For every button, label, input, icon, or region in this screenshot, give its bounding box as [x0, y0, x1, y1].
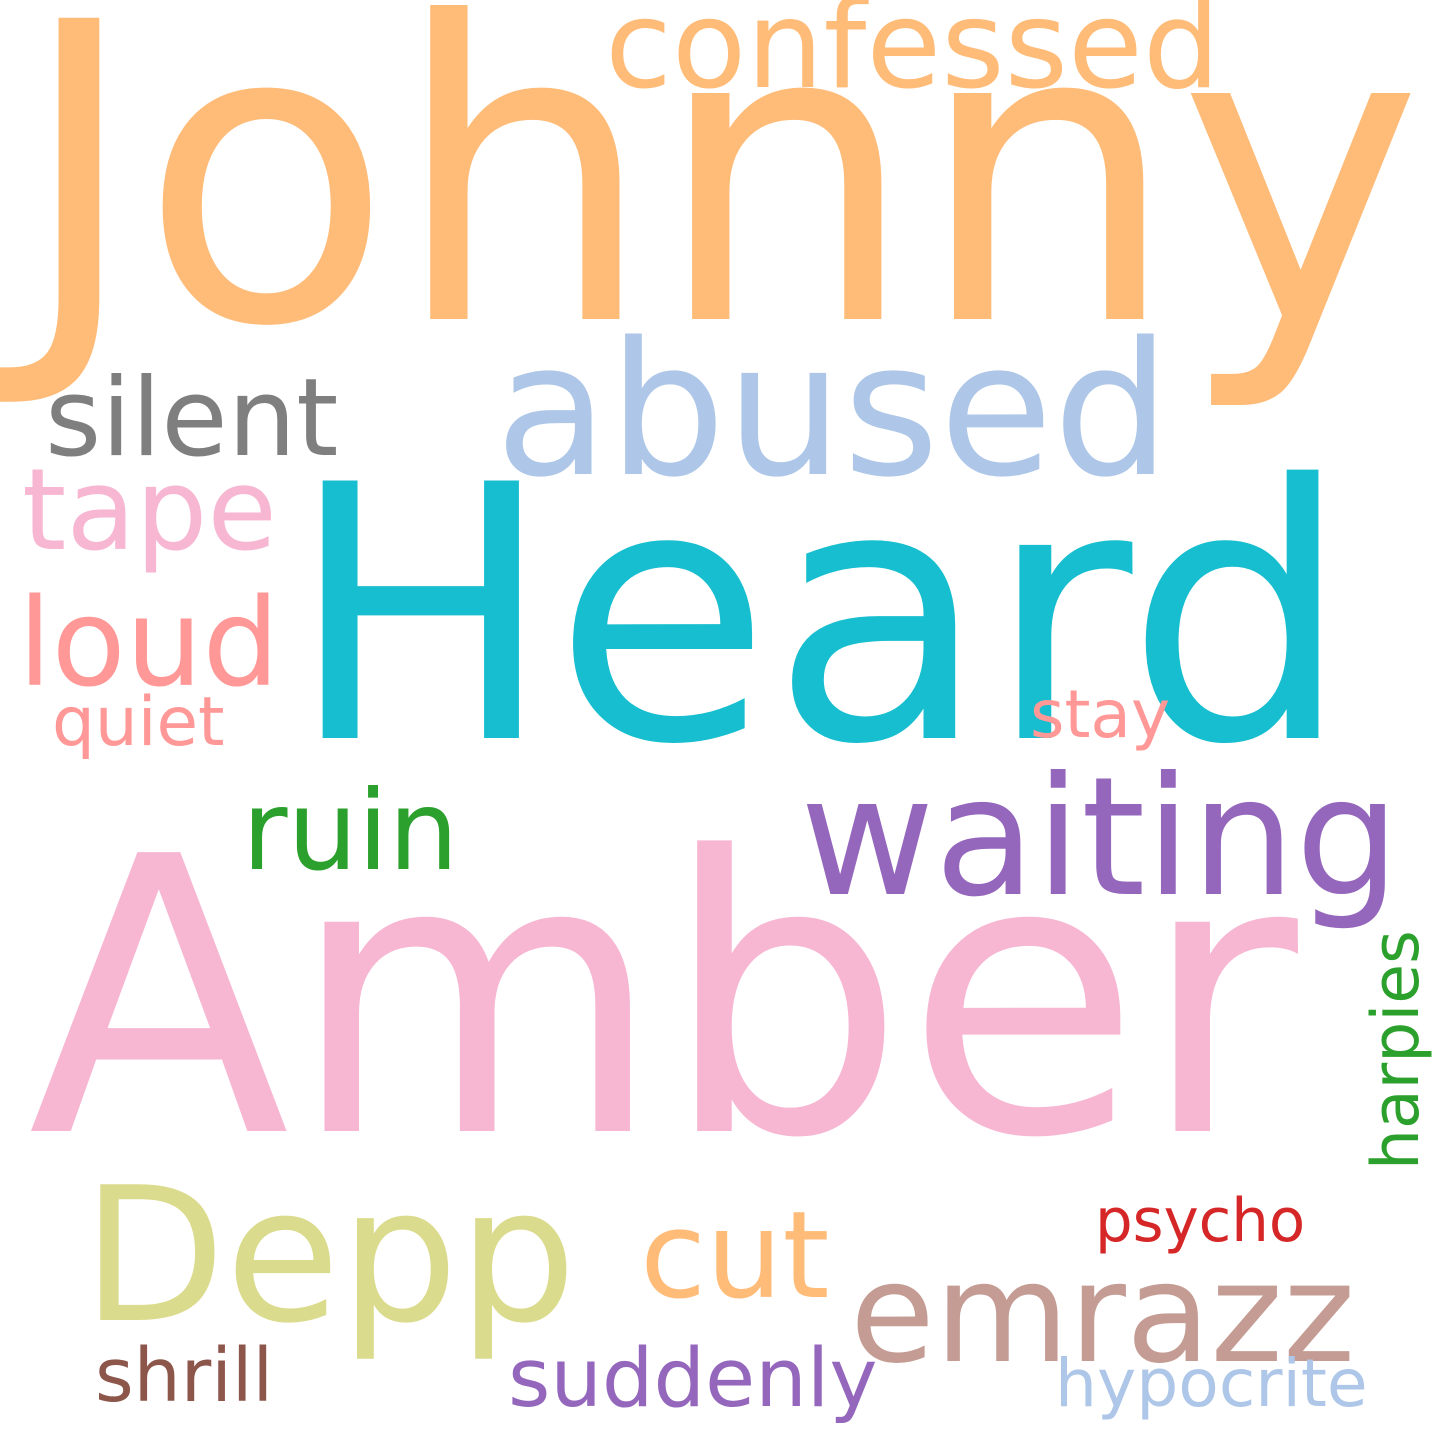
word-hypocrite: hypocrite — [1055, 1344, 1368, 1423]
word-tape: tape — [22, 444, 277, 577]
word-depp: Depp — [82, 1146, 577, 1364]
word-confessed: confessed — [605, 0, 1221, 117]
word-stay: stay — [1030, 676, 1171, 754]
word-emrazz: emrazz — [850, 1233, 1356, 1395]
word-quiet: quiet — [52, 681, 225, 761]
word-suddenly: suddenly — [508, 1331, 878, 1427]
word-johnny: Johnny — [18, 0, 1423, 418]
word-cut: cut — [640, 1185, 830, 1326]
word-ruin: ruin — [242, 766, 459, 896]
word-waiting: waiting — [800, 741, 1400, 934]
word-harpies: harpies — [1359, 930, 1434, 1170]
word-shrill: shrill — [95, 1332, 274, 1420]
word-heard: Heard — [288, 410, 1351, 822]
word-psycho: psycho — [1095, 1185, 1306, 1255]
word-abused: abused — [495, 301, 1171, 518]
word-amber: Amber — [28, 777, 1298, 1223]
word-loud: loud — [18, 573, 280, 715]
word-silent: silent — [45, 356, 339, 482]
